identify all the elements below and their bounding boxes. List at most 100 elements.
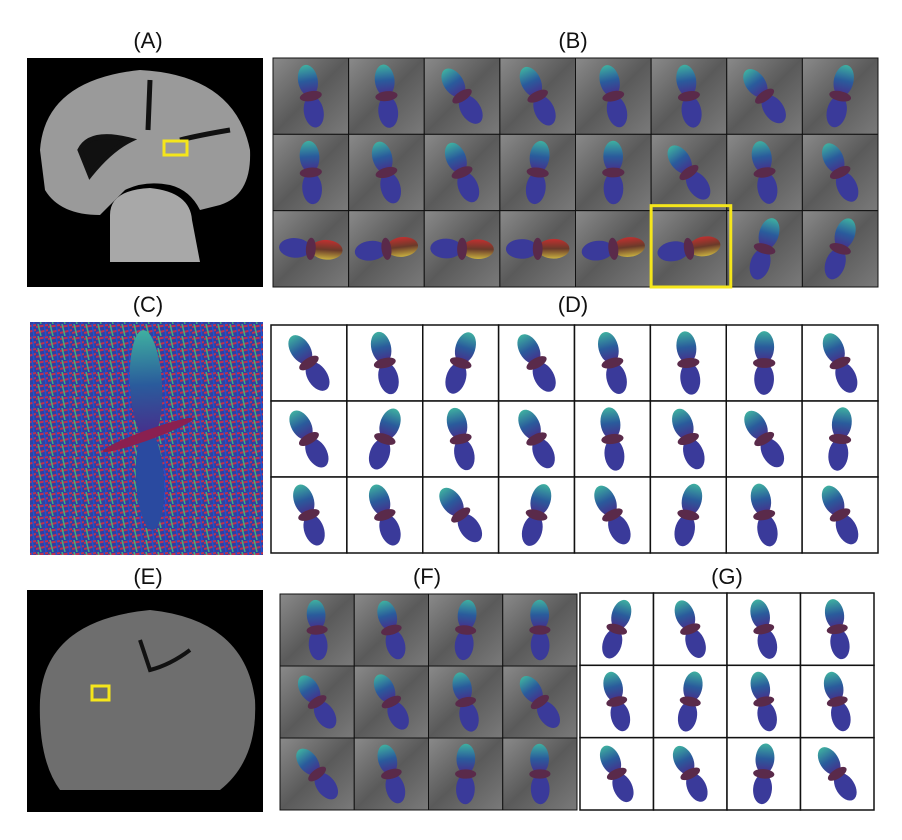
lobe (608, 514, 631, 545)
glyph (602, 599, 632, 659)
lobe (600, 407, 621, 440)
lobe (386, 236, 419, 257)
lobe (454, 332, 476, 364)
highlight-box (649, 204, 733, 289)
lobe (302, 172, 322, 205)
lobe (688, 236, 721, 257)
glyph (293, 484, 325, 546)
brain-image (27, 58, 263, 287)
lobe (686, 773, 708, 802)
glyph (441, 68, 483, 124)
lobe (308, 629, 328, 661)
glyph (751, 141, 778, 204)
lobe (306, 625, 328, 635)
glyph (354, 236, 419, 261)
lobe (683, 237, 695, 260)
lobe (676, 331, 697, 364)
lobe (530, 599, 550, 631)
lobe (683, 438, 705, 470)
lobe (599, 745, 622, 775)
lobe (755, 743, 775, 774)
glyph (599, 745, 634, 803)
lobe (753, 509, 776, 521)
glyph (377, 744, 406, 804)
lobe (518, 409, 541, 440)
lobe (680, 767, 701, 781)
glyph (454, 599, 477, 661)
glyph (289, 410, 329, 468)
lobe (456, 773, 475, 805)
lobe (526, 356, 547, 370)
lobe (537, 238, 570, 259)
lobe (371, 141, 393, 173)
lobe (310, 239, 343, 260)
lobe (822, 333, 845, 364)
lobe (381, 695, 402, 709)
lobe (834, 218, 856, 250)
glyph (373, 674, 409, 730)
lobe (446, 407, 468, 440)
lobe (828, 438, 849, 471)
glyph (657, 236, 721, 262)
lobe (603, 140, 623, 173)
lobe (610, 701, 631, 732)
lobe (828, 433, 852, 445)
glyph (444, 142, 480, 203)
lobe (823, 671, 844, 702)
lobe (381, 624, 402, 636)
lobe (385, 629, 406, 660)
lobe (672, 408, 694, 440)
lobe (377, 744, 398, 775)
lobe (677, 509, 700, 521)
glyph-grid (579, 592, 875, 811)
lobe (289, 410, 313, 440)
glyph (674, 483, 703, 547)
brain-image (27, 590, 263, 812)
glyph (445, 332, 476, 394)
lobe (581, 240, 614, 261)
lobe (753, 167, 776, 178)
lobe (753, 773, 772, 805)
lobe (683, 671, 703, 702)
lobe (602, 628, 623, 659)
lobe (826, 624, 848, 635)
glyph (519, 66, 556, 126)
lobe (299, 355, 319, 371)
glyph (306, 599, 328, 661)
lobe (677, 90, 700, 102)
lobe (829, 243, 851, 255)
glyph (370, 331, 399, 395)
glyph (599, 65, 628, 128)
lobe (602, 90, 625, 102)
lobe (455, 696, 476, 708)
lobe (606, 696, 628, 707)
lobe (536, 700, 560, 728)
lobe (308, 766, 327, 782)
glyph (600, 407, 625, 471)
lobe (833, 65, 854, 97)
glyph (674, 600, 706, 658)
lobe (835, 362, 858, 393)
lobe (594, 485, 617, 516)
lobe (305, 237, 316, 260)
lobe (532, 438, 555, 469)
lobe (603, 671, 623, 702)
lobe (603, 172, 624, 205)
lobe (753, 243, 776, 255)
lobe (829, 356, 851, 370)
lobe (677, 432, 699, 446)
lobe (374, 64, 395, 97)
glyph (822, 143, 859, 202)
glyph-grid (272, 57, 879, 289)
lobe (297, 64, 318, 97)
lobe (526, 432, 547, 446)
glyph (603, 671, 631, 732)
lobe (305, 361, 330, 391)
lobe (303, 514, 325, 546)
lobe (532, 237, 543, 260)
panel-label: (D) (558, 292, 589, 317)
lobe (599, 65, 620, 97)
lobe (685, 171, 711, 200)
lobe (456, 743, 476, 775)
lobe (380, 172, 402, 204)
